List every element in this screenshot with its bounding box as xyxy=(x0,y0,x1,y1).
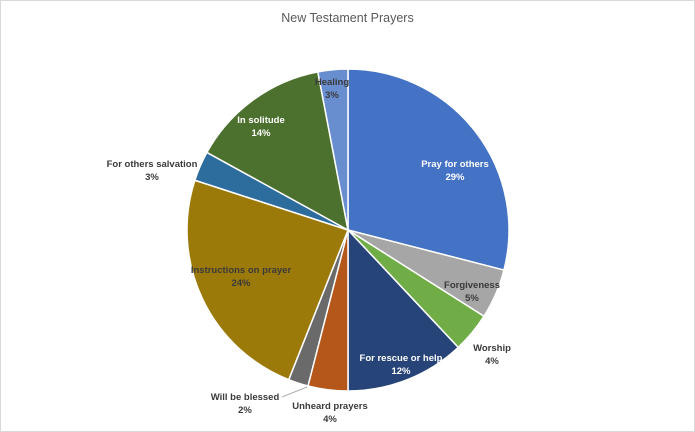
slice-label-healing: Healing 3% xyxy=(315,77,350,101)
pie-slice-pray-for-others xyxy=(347,68,510,271)
leader-line-will-be-blessed xyxy=(281,386,308,398)
slice-label-will-be-blessed: Will be blessed 2% xyxy=(211,392,280,416)
slice-label-forgiveness: Forgiveness 5% xyxy=(444,280,500,304)
slice-label-in-solitude: In solitude 14% xyxy=(237,115,285,139)
slice-label-for-rescue-or-help: For rescue or help 12% xyxy=(360,353,443,377)
slice-label-pray-for-others: Pray for others 29% xyxy=(421,159,489,183)
slice-label-instructions-on-prayer: Instructions on prayer 24% xyxy=(191,265,292,289)
chart-title: New Testament Prayers xyxy=(281,11,414,25)
slice-label-worship: Worship 4% xyxy=(473,343,511,367)
pie-slice-in-solitude xyxy=(206,71,349,231)
slice-label-for-others-salvation: For others salvation 3% xyxy=(107,159,198,183)
slice-label-unheard-prayers: Unheard prayers 4% xyxy=(292,401,368,425)
pie-slice-healing xyxy=(317,68,349,231)
pie-slice-instructions-on-prayer xyxy=(186,179,349,381)
pie-slice-for-rescue-or-help xyxy=(347,229,459,392)
